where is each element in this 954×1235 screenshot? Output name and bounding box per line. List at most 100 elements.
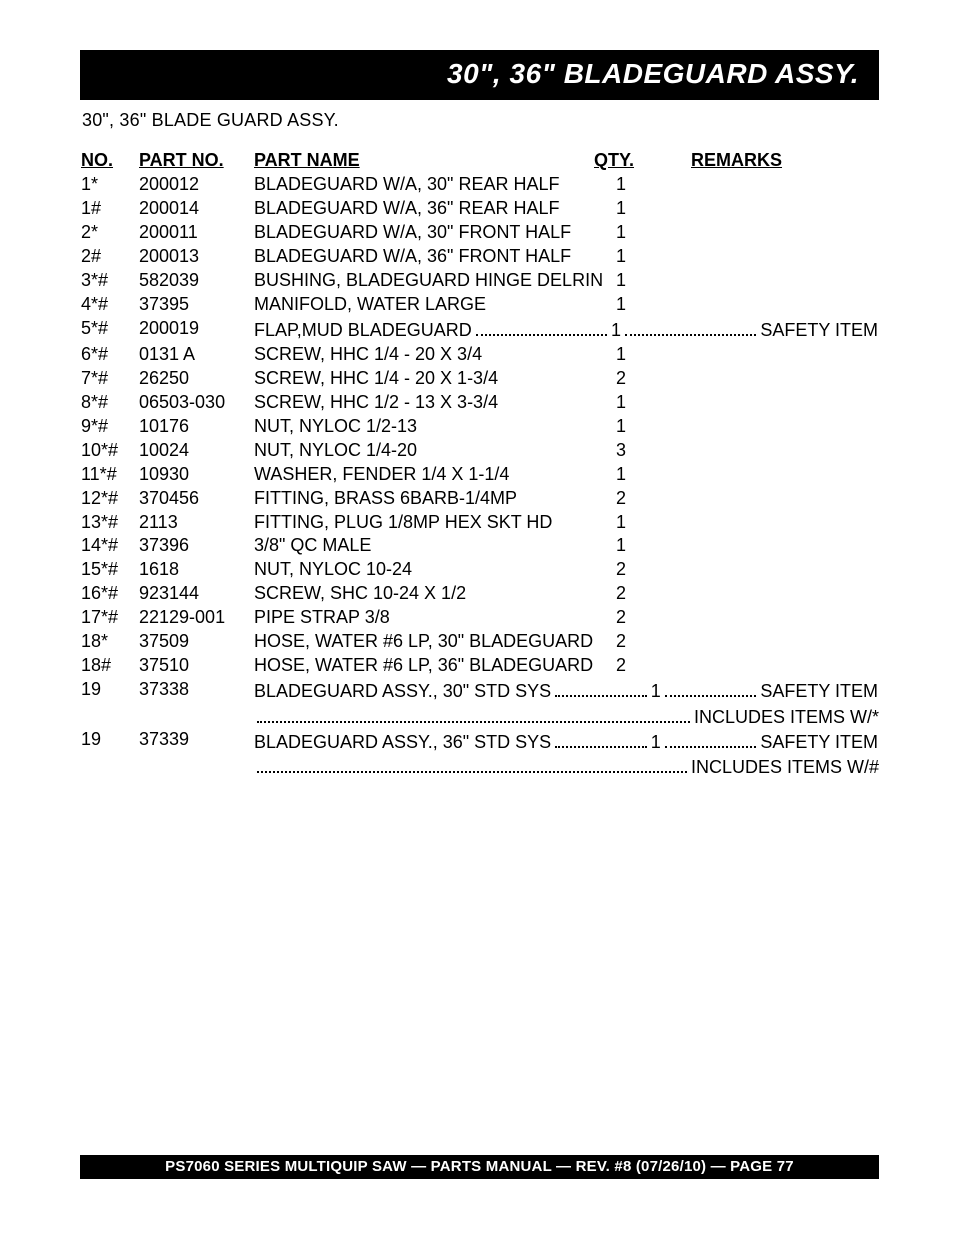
header-name: PART NAME (253, 149, 593, 173)
cell-qty: 2 (593, 487, 649, 511)
cell-name: BLADEGUARD W/A, 36" REAR HALF (253, 197, 593, 221)
cell-continuation: INCLUDES ITEMS W/# (253, 755, 879, 779)
cell-remarks: SAFETY ITEM (760, 732, 878, 754)
cell-no: 2* (80, 221, 138, 245)
cell-no: 13*# (80, 511, 138, 535)
cell-name: 3/8" QC MALE (253, 534, 593, 558)
cell-name-leader: BLADEGUARD ASSY., 36" STD SYS 1 SAFETY I… (253, 728, 879, 754)
table-row: 2#200013BLADEGUARD W/A, 36" FRONT HALF1 (80, 245, 879, 269)
table-row: 2*200011BLADEGUARD W/A, 30" FRONT HALF1 (80, 221, 879, 245)
cell-name: WASHER, FENDER 1/4 X 1-1/4 (253, 463, 593, 487)
cell-part-no: 06503-030 (138, 391, 253, 415)
cell-remarks (649, 534, 879, 558)
footer-text: PS7060 SERIES MULTIQUIP SAW — PARTS MANU… (165, 1158, 794, 1175)
cell-name: BLADEGUARD ASSY., 36" STD SYS (254, 732, 551, 754)
cell-name: BLADEGUARD W/A, 30" FRONT HALF (253, 221, 593, 245)
continuation-text: INCLUDES ITEMS W/* (694, 707, 879, 729)
cell-part-no: 37396 (138, 534, 253, 558)
cell-remarks (649, 558, 879, 582)
page-title-bar: 30", 36" BLADEGUARD ASSY. (80, 50, 879, 100)
table-row: 10*#10024NUT, NYLOC 1/4-203 (80, 439, 879, 463)
page-footer: PS7060 SERIES MULTIQUIP SAW — PARTS MANU… (80, 1155, 879, 1179)
cell-remarks (649, 654, 879, 678)
cell-part-no: 582039 (138, 269, 253, 293)
cell-name: FITTING, PLUG 1/8MP HEX SKT HD (253, 511, 593, 535)
cell-no: 4*# (80, 293, 138, 317)
cell-part-no: 200012 (138, 173, 253, 197)
cell-part-no: 200013 (138, 245, 253, 269)
cell-no: 10*# (80, 439, 138, 463)
cell-remarks (649, 630, 879, 654)
table-row: 13*#2113FITTING, PLUG 1/8MP HEX SKT HD1 (80, 511, 879, 535)
continuation-text: INCLUDES ITEMS W/# (691, 757, 879, 779)
table-row: 1937338BLADEGUARD ASSY., 30" STD SYS 1 S… (80, 678, 879, 704)
cell-part-no: 37510 (138, 654, 253, 678)
cell-name: BLADEGUARD ASSY., 30" STD SYS (254, 681, 551, 703)
cell-no: 1* (80, 173, 138, 197)
table-row: 7*#26250SCREW, HHC 1/4 - 20 X 1-3/42 (80, 367, 879, 391)
cell-name: NUT, NYLOC 1/2-13 (253, 415, 593, 439)
cell-remarks (649, 343, 879, 367)
cell-qty: 1 (611, 320, 621, 342)
cell-qty: 1 (593, 197, 649, 221)
cell-part-no: 2113 (138, 511, 253, 535)
cell-remarks (649, 439, 879, 463)
table-row: 1#200014BLADEGUARD W/A, 36" REAR HALF1 (80, 197, 879, 221)
cell-qty: 1 (593, 511, 649, 535)
cell-name-leader: BLADEGUARD ASSY., 30" STD SYS 1 SAFETY I… (253, 678, 879, 704)
cell-remarks (649, 391, 879, 415)
cell-part-no: 200011 (138, 221, 253, 245)
cell-no: 11*# (80, 463, 138, 487)
cell-part-no: 200014 (138, 197, 253, 221)
cell-part-no: 923144 (138, 582, 253, 606)
cell-remarks (649, 197, 879, 221)
cell-no: 2# (80, 245, 138, 269)
cell-qty: 1 (593, 293, 649, 317)
cell-qty: 2 (593, 654, 649, 678)
cell-no: 6*# (80, 343, 138, 367)
cell-no: 12*# (80, 487, 138, 511)
cell-part-no: 10930 (138, 463, 253, 487)
table-row: 9*#10176NUT, NYLOC 1/2-131 (80, 415, 879, 439)
cell-name: SCREW, HHC 1/4 - 20 X 3/4 (253, 343, 593, 367)
cell-qty: 1 (593, 343, 649, 367)
cell-qty: 1 (651, 681, 661, 703)
page-title: 30", 36" BLADEGUARD ASSY. (447, 58, 859, 89)
cell-remarks (649, 487, 879, 511)
cell-no: 19 (80, 728, 138, 754)
cell-part-no: 37509 (138, 630, 253, 654)
cell-qty: 1 (593, 391, 649, 415)
cell-no: 19 (80, 678, 138, 704)
cell-qty: 2 (593, 367, 649, 391)
cell-no: 18# (80, 654, 138, 678)
cell-qty: 1 (593, 173, 649, 197)
cell-remarks (649, 415, 879, 439)
cell-name: BUSHING, BLADEGUARD HINGE DELRIN (253, 269, 593, 293)
table-row: 3*#582039BUSHING, BLADEGUARD HINGE DELRI… (80, 269, 879, 293)
cell-qty: 1 (593, 534, 649, 558)
table-row: 17*#22129-001PIPE STRAP 3/82 (80, 606, 879, 630)
cell-no: 17*# (80, 606, 138, 630)
cell-no: 9*# (80, 415, 138, 439)
cell-qty: 1 (651, 732, 661, 754)
cell-part-no: 37339 (138, 728, 253, 754)
cell-part-no: 22129-001 (138, 606, 253, 630)
table-row: 16*#923144SCREW, SHC 10-24 X 1/22 (80, 582, 879, 606)
cell-continuation: INCLUDES ITEMS W/* (253, 704, 879, 728)
cell-qty: 1 (593, 415, 649, 439)
cell-part-no: 26250 (138, 367, 253, 391)
cell-no: 15*# (80, 558, 138, 582)
cell-name: FITTING, BRASS 6BARB-1/4MP (253, 487, 593, 511)
table-row: 6*#0131 ASCREW, HHC 1/4 - 20 X 3/41 (80, 343, 879, 367)
cell-name: SCREW, HHC 1/4 - 20 X 1-3/4 (253, 367, 593, 391)
cell-qty: 2 (593, 630, 649, 654)
cell-name: NUT, NYLOC 10-24 (253, 558, 593, 582)
table-row: 18*37509HOSE, WATER #6 LP, 30" BLADEGUAR… (80, 630, 879, 654)
table-header-row: NO. PART NO. PART NAME QTY. REMARKS (80, 149, 879, 173)
cell-remarks: SAFETY ITEM (760, 320, 878, 342)
cell-part-no: 370456 (138, 487, 253, 511)
cell-remarks (649, 173, 879, 197)
cell-qty: 1 (593, 221, 649, 245)
parts-table: NO. PART NO. PART NAME QTY. REMARKS 1*20… (80, 149, 879, 779)
cell-qty: 2 (593, 558, 649, 582)
